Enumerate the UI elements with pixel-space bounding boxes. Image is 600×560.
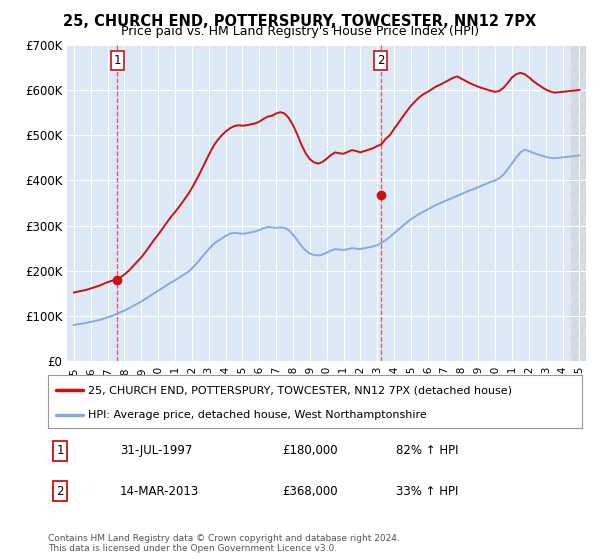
Text: 25, CHURCH END, POTTERSPURY, TOWCESTER, NN12 7PX: 25, CHURCH END, POTTERSPURY, TOWCESTER, …	[64, 14, 536, 29]
Text: Price paid vs. HM Land Registry's House Price Index (HPI): Price paid vs. HM Land Registry's House …	[121, 25, 479, 38]
Text: 33% ↑ HPI: 33% ↑ HPI	[396, 484, 458, 498]
Text: 1: 1	[56, 444, 64, 458]
Text: 2: 2	[56, 484, 64, 498]
Text: 14-MAR-2013: 14-MAR-2013	[120, 484, 199, 498]
Text: HPI: Average price, detached house, West Northamptonshire: HPI: Average price, detached house, West…	[88, 410, 427, 420]
Text: 2: 2	[377, 54, 385, 67]
Text: 25, CHURCH END, POTTERSPURY, TOWCESTER, NN12 7PX (detached house): 25, CHURCH END, POTTERSPURY, TOWCESTER, …	[88, 385, 512, 395]
Text: £180,000: £180,000	[282, 444, 338, 458]
Text: 82% ↑ HPI: 82% ↑ HPI	[396, 444, 458, 458]
Text: Contains HM Land Registry data © Crown copyright and database right 2024.
This d: Contains HM Land Registry data © Crown c…	[48, 534, 400, 553]
Bar	[571, 45, 586, 361]
Text: 31-JUL-1997: 31-JUL-1997	[120, 444, 193, 458]
Text: £368,000: £368,000	[282, 484, 338, 498]
Text: 1: 1	[113, 54, 121, 67]
